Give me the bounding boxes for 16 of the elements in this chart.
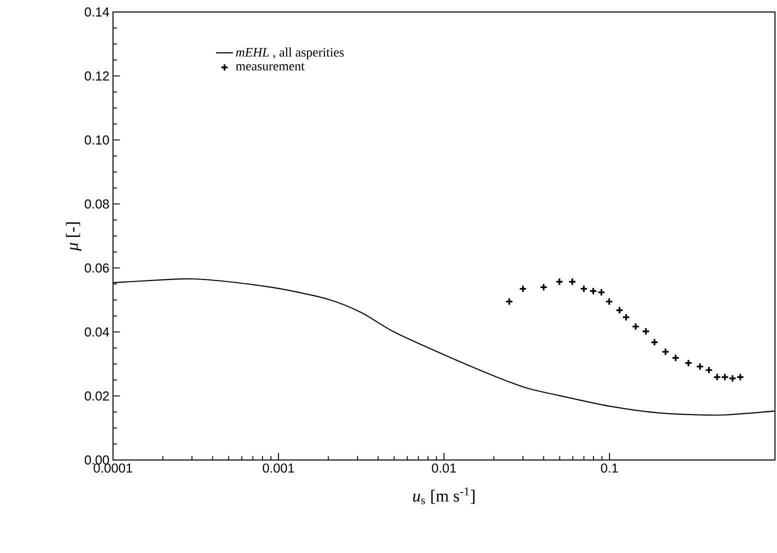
y-tick-label: 0.14 xyxy=(84,7,110,17)
y-tick-label: 0.02 xyxy=(84,391,109,401)
x-tick-label: 0.0001 xyxy=(94,464,132,473)
x-tick-label: 0.01 xyxy=(432,464,456,473)
legend-label: measurement xyxy=(236,62,305,70)
y-tick-label: 0.00 xyxy=(84,455,109,465)
legend-label: mEHL , all asperities xyxy=(236,48,344,60)
x-tick-label: 0.1 xyxy=(600,464,618,473)
y-tick-label: 0.04 xyxy=(84,327,110,337)
y-tick-label: 0.06 xyxy=(84,263,109,273)
x-axis-title: u$_{s}$ [m s$^{-1}$] xyxy=(413,487,474,504)
y-tick-label: 0.10 xyxy=(84,135,109,145)
y-axis-title: μ [-] xyxy=(66,222,82,251)
y-tick-label: 0.08 xyxy=(84,199,109,209)
y-tick-label: 0.12 xyxy=(84,71,109,81)
x-tick-label: 0.001 xyxy=(262,464,294,473)
